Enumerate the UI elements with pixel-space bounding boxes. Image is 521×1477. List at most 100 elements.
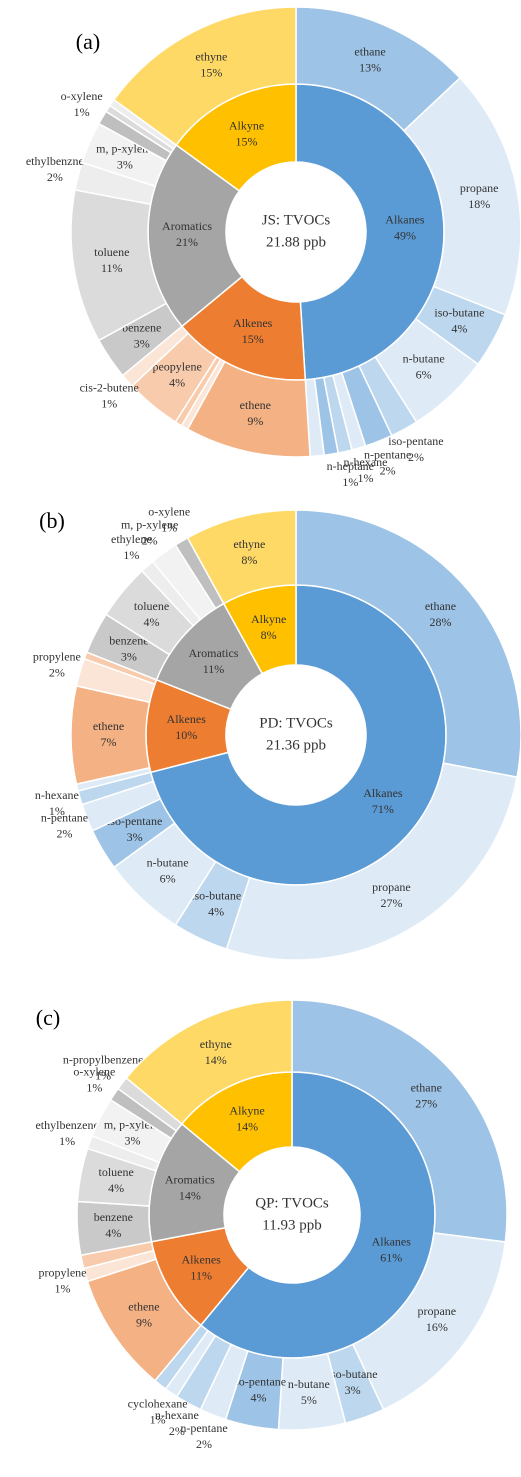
slice-percent: 1% <box>59 1134 75 1148</box>
slice-name: n-butane <box>147 855 189 869</box>
slice-percent: 1% <box>342 475 358 489</box>
slice-name: n-pentane <box>41 810 88 824</box>
group-percent: 71% <box>372 802 394 816</box>
outer-slice <box>225 762 518 961</box>
group-name: Aromatics <box>165 1173 215 1187</box>
slice-percent: 1% <box>357 471 373 485</box>
center-title: JS: TVOCs <box>262 212 331 228</box>
slice-name: iso-butane <box>328 1367 378 1381</box>
slice-percent: 2% <box>169 1424 185 1438</box>
slice-percent: 4% <box>208 904 224 918</box>
group-percent: 15% <box>242 332 264 346</box>
slice-percent: 2% <box>47 170 63 184</box>
slice-percent: 2% <box>142 533 158 547</box>
slice-percent: 3% <box>127 830 143 844</box>
slice-name: n-butane <box>403 352 445 366</box>
slice-name: o-xylene <box>148 504 190 518</box>
slice-name: propylene <box>33 649 81 663</box>
group-percent: 49% <box>394 228 416 242</box>
slice-name: ethane <box>354 45 385 59</box>
slice-name: ethylbenzene <box>35 1118 98 1132</box>
slice-name: n-pentane <box>180 1421 227 1435</box>
slice-name: benzene <box>122 321 161 335</box>
panel-label: (b) <box>39 508 65 533</box>
slice-percent: 5% <box>301 1393 317 1407</box>
slice-name: ethyne <box>233 537 265 551</box>
slice-name: ethene <box>240 398 271 412</box>
slice-percent: 1% <box>86 1080 102 1094</box>
slice-name: o-xylene <box>61 89 103 103</box>
slice-name: ethylene <box>111 532 152 546</box>
outer-slice <box>295 509 521 779</box>
group-percent: 10% <box>175 728 197 742</box>
group-name: Alkanes <box>363 786 403 800</box>
group-name: Alkyne <box>229 119 264 133</box>
group-name: Alkanes <box>385 212 425 226</box>
group-name: Alkyne <box>251 612 286 626</box>
slice-percent: 3% <box>345 1383 361 1397</box>
slice-percent: 2% <box>380 463 396 477</box>
group-percent: 61% <box>380 1250 402 1264</box>
center-title: QP: TVOCs <box>255 1195 329 1211</box>
slice-percent: 9% <box>247 414 263 428</box>
slice-name: toluene <box>134 599 169 613</box>
slice-name: ethane <box>425 599 456 613</box>
slice-name: iso-butane <box>434 306 484 320</box>
slice-percent: 13% <box>359 61 381 75</box>
slice-percent: 6% <box>160 871 176 885</box>
slice-name: benzene <box>94 1210 133 1224</box>
slice-name: cis-2-butene <box>80 380 139 394</box>
slice-name: benzene <box>109 634 148 648</box>
slice-name: n-hexane <box>35 788 79 802</box>
slice-percent: 2% <box>408 450 424 464</box>
slice-name: ethene <box>128 1299 159 1313</box>
slice-percent: 14% <box>205 1053 227 1067</box>
slice-percent: 4% <box>169 375 185 389</box>
slice-name: n-propylbenzene <box>63 1052 144 1066</box>
group-percent: 21% <box>176 235 198 249</box>
slice-percent: 1% <box>95 1068 111 1082</box>
slice-percent: 4% <box>144 615 160 629</box>
slice-percent: 16% <box>426 1320 448 1334</box>
slice-name: iso-butane <box>191 888 241 902</box>
slice-percent: 27% <box>415 1096 437 1110</box>
slice-name: iso-pentane <box>231 1375 286 1389</box>
slice-name: ethene <box>93 719 124 733</box>
slice-percent: 1% <box>101 396 117 410</box>
group-percent: 8% <box>261 628 277 642</box>
group-name: Aromatics <box>162 219 212 233</box>
slice-name: toluene <box>94 245 129 259</box>
slice-percent: 18% <box>468 197 490 211</box>
slice-name: toluene <box>99 1165 134 1179</box>
slice-name: n-heptane <box>327 459 374 473</box>
group-name: Alkanes <box>372 1234 412 1248</box>
slice-percent: 7% <box>101 735 117 749</box>
slice-name: n-hexane <box>343 455 387 469</box>
group-name: Alkenes <box>233 316 273 330</box>
slice-name: propane <box>460 181 499 195</box>
slice-percent: 4% <box>451 322 467 336</box>
group-name: Alkyne <box>229 1103 264 1117</box>
slice-percent: 1% <box>49 804 65 818</box>
group-percent: 11% <box>203 662 225 676</box>
center-value: 11.93 ppb <box>262 1217 321 1233</box>
slice-percent: 11% <box>101 261 123 275</box>
slice-name: o-xylene <box>73 1064 115 1078</box>
slice-name: peopylene <box>152 359 201 373</box>
slice-name: ethyne <box>195 50 227 64</box>
slice-name: n-butane <box>288 1377 330 1391</box>
outer-slice <box>125 999 293 1125</box>
slice-name: ethane <box>411 1080 442 1094</box>
slice-name: m, p-xylene <box>121 517 178 531</box>
slice-name: ethyne <box>200 1037 232 1051</box>
slice-name: propane <box>372 880 411 894</box>
group-name: Alkenes <box>167 712 207 726</box>
slice-percent: 3% <box>121 650 137 664</box>
slice-percent: 4% <box>250 1391 266 1405</box>
slice-percent: 3% <box>134 337 150 351</box>
slice-name: iso-pentane <box>388 434 443 448</box>
slice-percent: 2% <box>196 1437 212 1451</box>
slice-name: n-pentane <box>364 447 411 461</box>
slice-percent: 27% <box>380 896 402 910</box>
